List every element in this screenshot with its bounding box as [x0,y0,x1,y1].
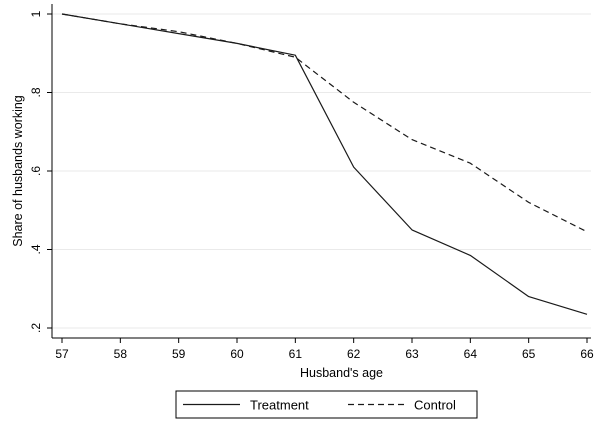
x-axis-title: Husband's age [300,366,383,380]
x-tick-label: 60 [230,347,244,361]
x-tick-label: 61 [289,347,303,361]
legend: Treatment Control [175,390,478,419]
axes: .2 .4 .6 .8 1 57 58 59 60 61 62 63 64 65 66 [29,4,594,361]
y-tick-label: .8 [29,87,43,97]
y-tick-label: .2 [29,323,43,333]
x-tick-label: 63 [405,347,419,361]
x-tick-label: 65 [522,347,536,361]
x-tick-label: 66 [580,347,594,361]
x-tick-label: 64 [464,347,478,361]
series-line-treatment [61,13,588,315]
series-line-control [61,13,588,233]
x-tick-label: 62 [347,347,361,361]
y-tick-label: .6 [29,166,43,176]
gridlines [52,13,591,329]
legend-label-control: Control [414,398,456,413]
x-tick-label: 58 [114,347,128,361]
x-tick-label: 59 [172,347,186,361]
y-tick-label: 1 [29,10,43,17]
y-axis-title: Share of husbands working [11,95,25,247]
series-lines [61,13,588,315]
x-tick-label: 57 [55,347,69,361]
y-tick-label: .4 [29,244,43,254]
legend-label-treatment: Treatment [250,398,309,413]
